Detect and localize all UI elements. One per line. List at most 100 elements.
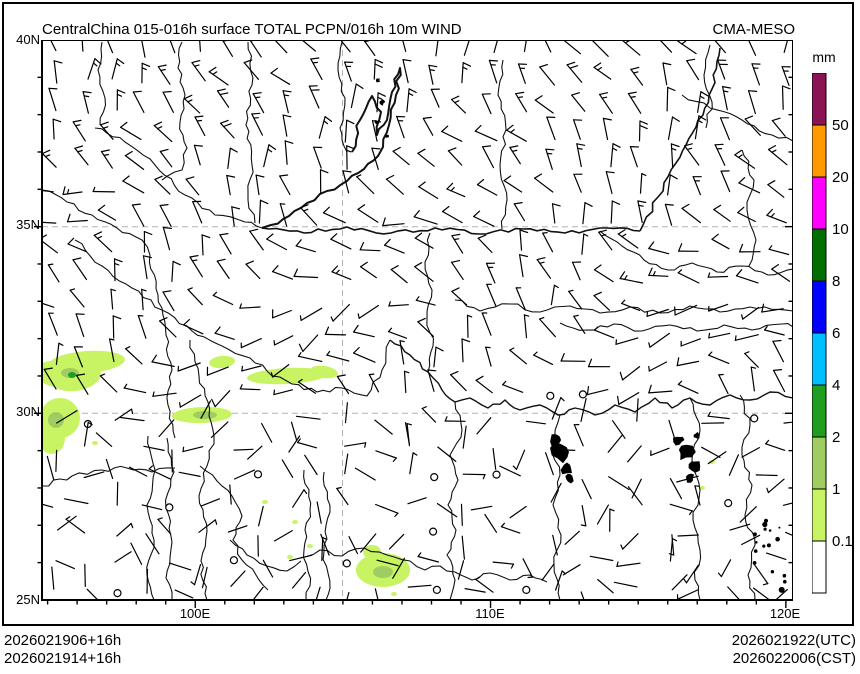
wind-barb-staff xyxy=(568,290,583,310)
wind-barb-half-tick xyxy=(750,366,757,369)
wind-barb-staff xyxy=(189,256,203,278)
wind-barb-staff xyxy=(122,180,145,194)
wind-barb-full-tick xyxy=(662,62,672,66)
wind-barb-staff xyxy=(348,536,359,555)
wind-barb-staff xyxy=(741,447,761,458)
wind-barb-staff xyxy=(297,355,323,362)
wind-barb-staff xyxy=(486,283,497,307)
wind-barb-staff xyxy=(509,349,527,365)
colorbar-tick-label: 8 xyxy=(832,273,840,290)
wind-barb-staff xyxy=(551,397,562,420)
wind-barb-half-tick xyxy=(97,604,101,606)
wind-barb-full-tick xyxy=(154,175,163,180)
wind-barb-half-tick xyxy=(694,485,701,487)
wind-barb-staff xyxy=(112,315,115,339)
wind-barb-staff xyxy=(105,458,114,479)
weather-map-canvas xyxy=(34,40,793,608)
wind-barb-staff xyxy=(128,466,148,477)
wind-barb-staff xyxy=(162,291,175,312)
wind-barb-staff xyxy=(388,304,409,307)
wind-barb-full-tick xyxy=(48,87,58,90)
wind-barb-full-tick xyxy=(474,124,482,132)
wind-barb-staff xyxy=(744,352,759,368)
calm-wind-circle xyxy=(492,470,501,479)
boundary-line xyxy=(43,465,176,487)
wind-barb-staff xyxy=(53,60,58,84)
wind-barb-staff xyxy=(350,83,357,109)
wind-barb-full-tick xyxy=(252,92,262,95)
wind-barb-staff xyxy=(47,264,60,283)
wind-barb-staff xyxy=(783,41,788,53)
wind-barb-full-tick xyxy=(417,148,426,154)
wind-barb-half-tick xyxy=(576,147,583,150)
wind-barb-half-tick xyxy=(421,406,427,410)
wind-barb-staff xyxy=(677,272,700,284)
wind-barb-full-tick xyxy=(251,112,261,115)
wind-barb-staff xyxy=(461,62,464,84)
wind-barb-staff xyxy=(593,329,615,339)
wind-barb-half-tick xyxy=(450,187,455,192)
colorbar-segment xyxy=(812,280,827,334)
lake xyxy=(550,434,562,446)
wind-barb-half-tick xyxy=(560,397,565,402)
wind-barb-full-tick xyxy=(243,59,253,64)
wind-barb-staff xyxy=(427,369,435,392)
precip-area xyxy=(193,411,217,419)
wind-barb-staff xyxy=(99,124,114,140)
wind-barb-full-tick xyxy=(116,58,125,65)
wind-barb-staff xyxy=(752,587,770,599)
wind-barb-staff xyxy=(596,504,610,525)
wind-barb-staff xyxy=(728,454,740,476)
wind-barb-staff xyxy=(284,140,288,165)
wind-barb-staff xyxy=(664,203,673,226)
wind-barb-full-tick xyxy=(193,144,203,147)
wind-barb-half-tick xyxy=(593,326,599,331)
wind-barb-staff xyxy=(650,447,670,456)
wind-barb-staff xyxy=(597,578,614,594)
wind-barb-staff xyxy=(430,88,440,108)
wind-barb-staff xyxy=(581,233,585,255)
map-border xyxy=(41,40,793,601)
wind-barb-half-tick xyxy=(722,90,729,93)
wind-barb-staff xyxy=(615,337,639,345)
wind-barb-full-tick xyxy=(698,115,707,121)
wind-barb-full-tick xyxy=(428,64,438,68)
wind-barb-full-tick xyxy=(43,149,51,154)
wind-barb-staff xyxy=(119,416,145,422)
wind-barb-full-tick xyxy=(208,66,217,73)
wind-barb-full-tick xyxy=(441,125,449,133)
wind-barb-staff xyxy=(227,147,231,169)
colorbar-segment xyxy=(812,488,827,542)
wind-barb-full-tick xyxy=(249,228,259,232)
wind-barb-full-tick xyxy=(402,59,412,62)
wind-barb-full-tick xyxy=(141,62,151,67)
boundary-line xyxy=(689,397,702,599)
wind-barb-half-tick xyxy=(346,149,352,153)
wind-barb-staff xyxy=(344,119,348,143)
wind-barb-staff xyxy=(48,87,57,112)
wind-barb-staff xyxy=(763,329,785,336)
wind-barb-staff xyxy=(676,360,700,367)
colorbar-segments xyxy=(812,73,827,594)
colorbar-tick-label: 2 xyxy=(832,429,840,446)
wind-barb-full-tick xyxy=(219,233,229,236)
wind-barb-staff xyxy=(332,303,350,322)
wind-barb-staff xyxy=(677,589,699,599)
wind-barb-full-tick xyxy=(513,202,523,205)
wind-barb-staff xyxy=(753,563,769,585)
wind-barb-full-tick xyxy=(714,143,724,146)
wind-barb-half-tick xyxy=(148,465,154,470)
boundary-line xyxy=(261,226,641,235)
wind-barb-staff xyxy=(385,178,404,195)
wind-barb-half-tick xyxy=(630,95,636,99)
wind-barb-staff xyxy=(100,150,113,169)
wind-barb-staff xyxy=(525,420,546,425)
wind-barb-half-tick xyxy=(771,149,777,153)
wind-barb-full-tick xyxy=(417,317,426,323)
wind-barb-full-tick xyxy=(670,143,680,148)
footer-init-time-utc: 2026021906+16h xyxy=(4,632,122,649)
wind-barb-full-tick xyxy=(619,271,626,280)
wind-barb-half-tick xyxy=(326,350,331,356)
wind-barb-staff xyxy=(300,307,323,321)
wind-barb-staff xyxy=(519,254,524,278)
